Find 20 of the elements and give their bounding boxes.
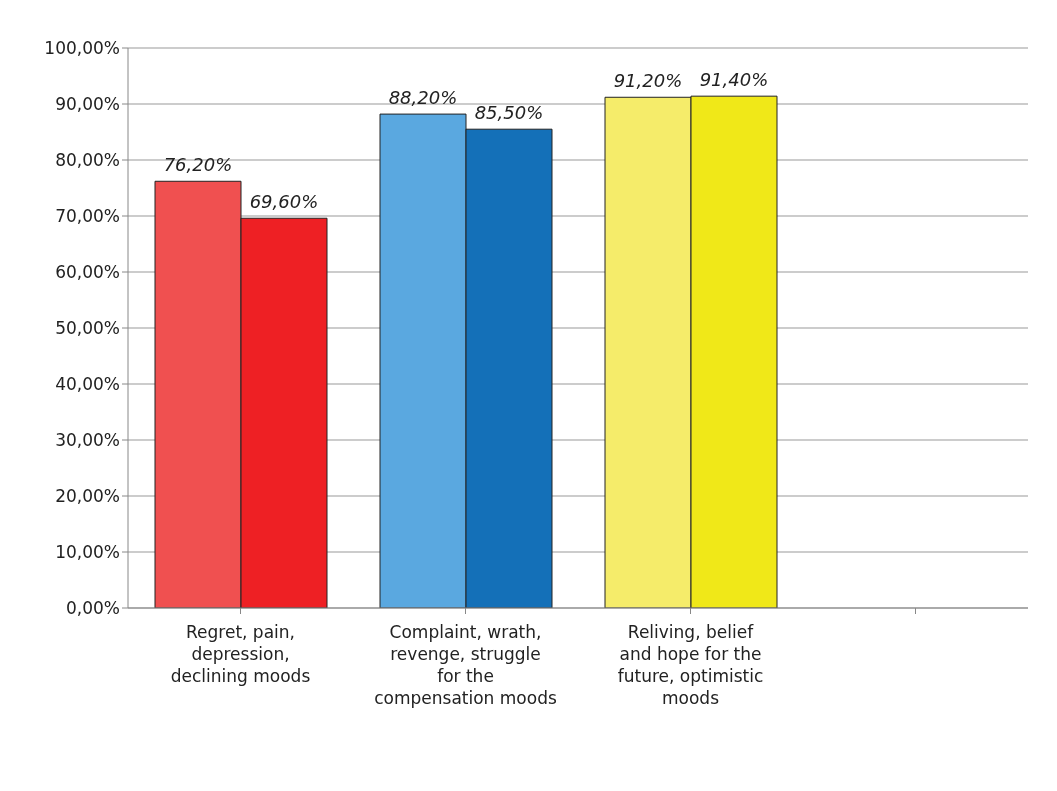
y-tick-label: 30,00% — [55, 430, 120, 451]
data-label: 91,20% — [613, 70, 683, 92]
y-tick-label: 10,00% — [55, 542, 120, 563]
data-label: 91,40% — [699, 69, 769, 91]
x-tick-label: Complaint, wrath, revenge, struggle for the compensation moods — [374, 622, 557, 708]
data-label: 88,20% — [388, 87, 458, 109]
y-tick-label: 100,00% — [44, 38, 120, 59]
y-tick-label: 20,00% — [55, 486, 120, 507]
data-label: 76,20% — [163, 154, 233, 176]
y-tick-label: 70,00% — [55, 206, 120, 227]
x-tick-label: Reliving, belief and hope for the future, optimistic moods — [617, 622, 764, 708]
y-tick-label: 40,00% — [55, 374, 120, 395]
y-tick-label: 90,00% — [55, 94, 120, 115]
y-tick-label: 50,00% — [55, 318, 120, 339]
y-tick-label: 0,00% — [65, 598, 120, 619]
y-tick-label: 80,00% — [55, 150, 120, 171]
data-label: 85,50% — [474, 102, 544, 124]
x-tick-label: Regret, pain, depression, declining moods — [170, 622, 311, 686]
data-label: 69,60% — [249, 191, 319, 213]
y-tick-label: 60,00% — [55, 262, 120, 283]
